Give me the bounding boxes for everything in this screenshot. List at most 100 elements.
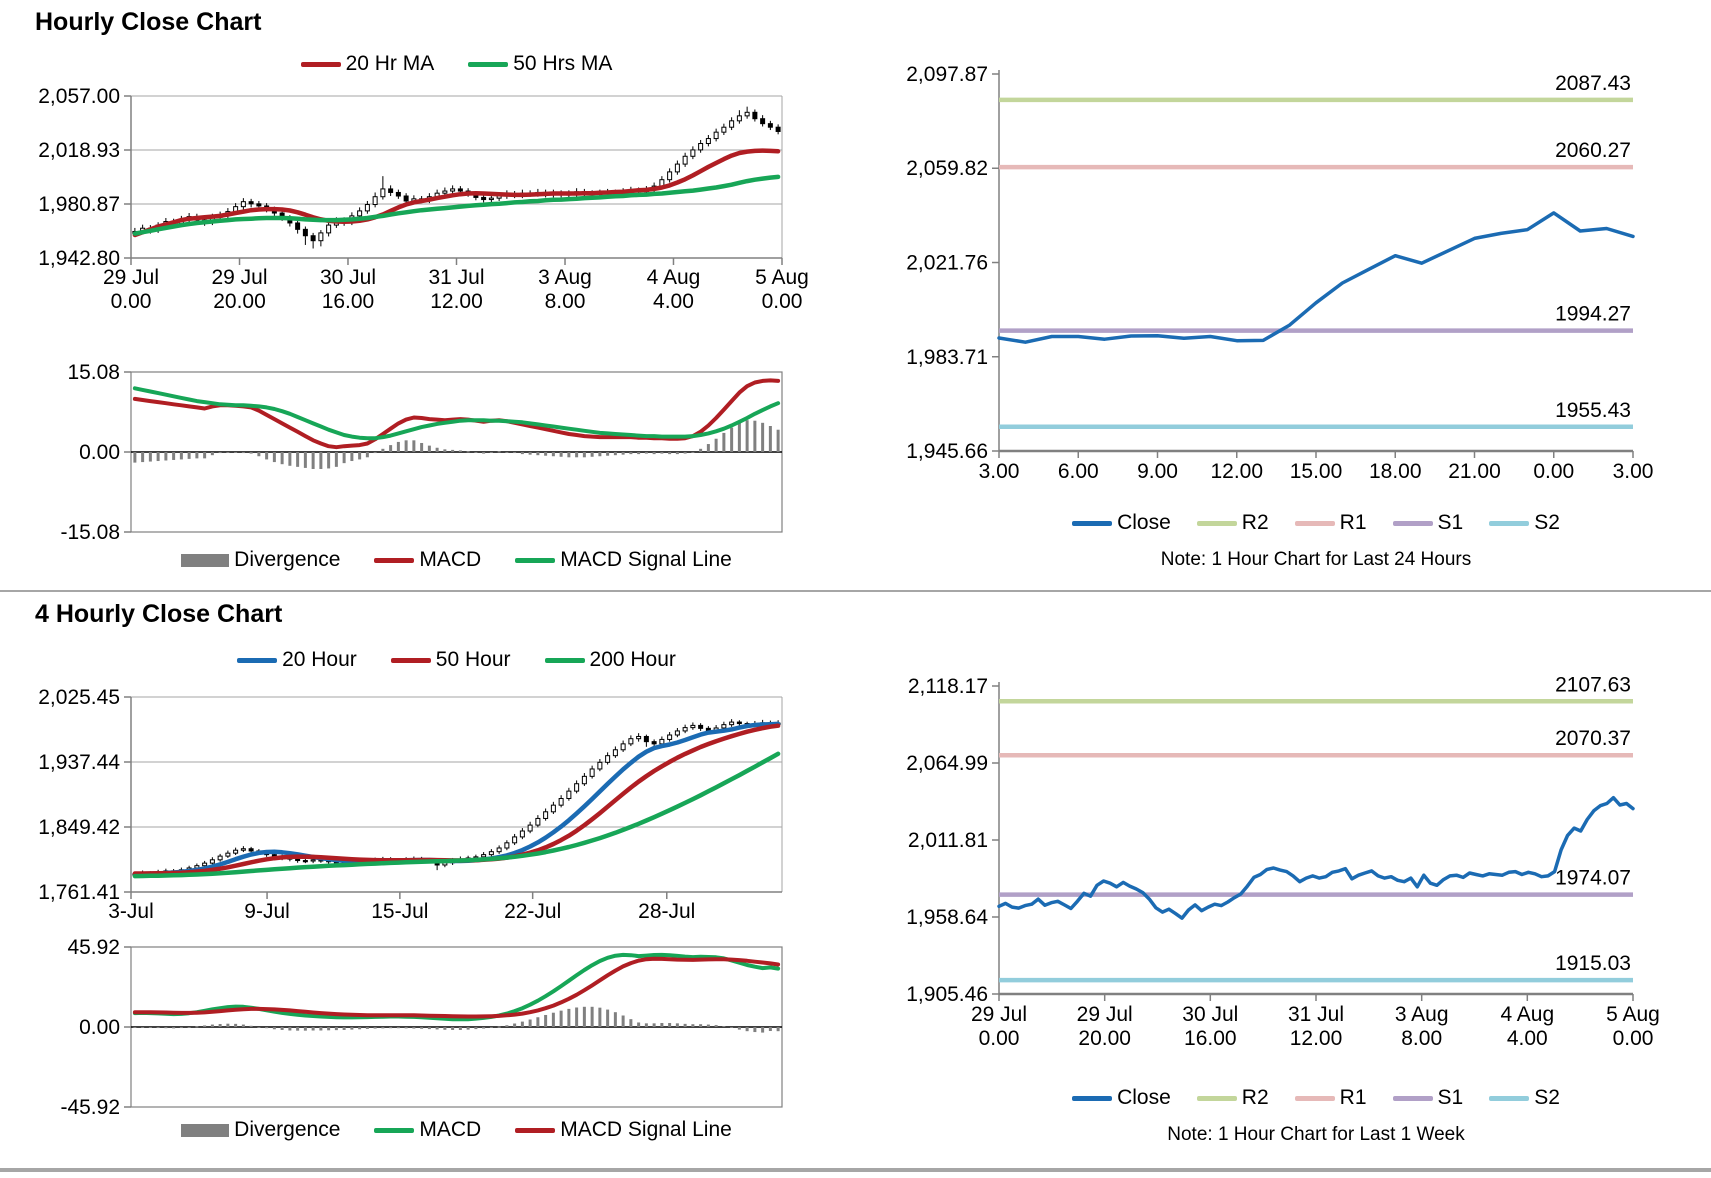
candle-body [248, 848, 254, 852]
divergence-bar [753, 420, 757, 452]
candle-body [202, 862, 208, 867]
divergence-bar [210, 1024, 214, 1027]
y-tick-label: 1,945.66 [906, 440, 988, 463]
candle-body [643, 735, 649, 743]
candle-body [380, 188, 386, 198]
divergence-bar [458, 1027, 462, 1030]
candle-body [364, 204, 370, 212]
x-tick-label: 29 Jul [1077, 1003, 1133, 1026]
200-hour-line [132, 751, 781, 879]
candle-body [535, 817, 541, 826]
legend-label: S1 [1437, 1086, 1464, 1109]
y-tick-label: 2,118.17 [908, 675, 988, 698]
y-tick-label: 1,849.42 [38, 816, 120, 839]
divergence-bar [350, 452, 354, 462]
divergence-bar [497, 1026, 501, 1028]
legend-item: S1 [1392, 1086, 1464, 1110]
divergence-bar [187, 452, 191, 459]
x-tick-label: 9.00 [1137, 460, 1178, 483]
bar-swatch-icon [181, 1123, 230, 1137]
pivot-label-r1: 2060.27 [1555, 139, 1631, 162]
divergence-bar [288, 1027, 292, 1031]
divergence-bar [148, 1027, 152, 1028]
divergence-bar [458, 450, 462, 452]
candle-body [690, 724, 696, 729]
candle-body [481, 196, 487, 201]
line-swatch-icon [515, 1127, 556, 1133]
line-swatch-icon [544, 657, 585, 663]
legend-label: Divergence [234, 1118, 341, 1141]
candle-body [442, 190, 448, 194]
divergence-bar [691, 452, 695, 453]
hourly-macd-legend: Divergence MACD MACD Signal Line [131, 548, 782, 572]
divergence-bar [389, 1027, 393, 1029]
divergence-bar [373, 452, 377, 454]
legend-label: MACD [419, 548, 482, 571]
divergence-bar [567, 1008, 571, 1027]
candle-body [543, 811, 549, 819]
y-tick-label: 2,021.76 [906, 252, 988, 275]
divergence-bar [745, 1027, 749, 1032]
divergence-bar [288, 452, 292, 466]
divergence-bar [164, 1027, 168, 1029]
divergence-bar [668, 1022, 672, 1027]
x-tick-label: 3.00 [1613, 460, 1654, 483]
divergence-bar [768, 426, 772, 452]
line-swatch-icon [237, 657, 278, 663]
legend-item: R2 [1196, 1086, 1269, 1110]
divergence-bar [706, 444, 710, 452]
legend-item: R1 [1294, 1086, 1367, 1110]
y-tick-label: 0.00 [79, 441, 120, 464]
divergence-bar [451, 449, 455, 452]
divergence-bar [513, 452, 517, 454]
y-tick-label: 2,057.00 [38, 85, 120, 108]
candle-body [651, 741, 657, 745]
candle-body [752, 111, 758, 120]
divergence-bar [412, 1027, 416, 1029]
divergence-bar [660, 1022, 664, 1027]
divergence-bar [319, 452, 323, 469]
legend-item: 50 Hrs MA [468, 52, 612, 76]
candle-body [372, 196, 378, 206]
candle-body [667, 734, 673, 740]
x-tick-label: 8.00 [545, 290, 586, 313]
divergence-bar [637, 452, 641, 455]
divergence-bar [272, 452, 276, 463]
candle-body [295, 222, 301, 230]
candle-body [682, 727, 688, 732]
divergence-bar [474, 1027, 478, 1030]
divergence-bar [776, 429, 780, 452]
candle-body [388, 188, 394, 193]
divergence-bar [544, 1014, 548, 1027]
y-tick-label: 2,025.45 [38, 686, 120, 709]
legend-label: MACD Signal Line [560, 1118, 732, 1141]
y-tick-label: 1,980.87 [38, 193, 120, 216]
x-tick-label: 18.00 [1369, 460, 1422, 483]
legend-item: S1 [1392, 511, 1463, 535]
divergence-bar [381, 448, 385, 452]
divergence-bar [141, 452, 145, 463]
line-swatch-icon [1489, 1095, 1530, 1101]
divergence-bar [234, 1023, 238, 1027]
divergence-bar [451, 1027, 455, 1030]
divergence-bar [722, 1026, 726, 1027]
x-tick-label: 15-Jul [371, 900, 428, 923]
candle-body [636, 735, 642, 740]
divergence-bar [551, 452, 555, 457]
divergence-bar [148, 452, 152, 462]
candle-body [674, 163, 680, 173]
divergence-bar [358, 1027, 362, 1030]
divergence-bar [575, 1007, 579, 1027]
legend-item: Close [1072, 1086, 1171, 1110]
four-hourly-pivot-note: Note: 1 Hour Chart for Last 1 Week [1167, 1124, 1465, 1145]
divergence-bar [257, 452, 261, 457]
x-tick-label: 21.00 [1448, 460, 1501, 483]
y-tick-label: 2,064.99 [906, 752, 988, 775]
hourly-price-legend: 20 Hr MA 50 Hrs MA [131, 52, 782, 76]
x-tick-label: 3 Aug [538, 266, 592, 289]
y-tick-label: 2,011.81 [908, 829, 988, 852]
y-tick-label: 15.08 [67, 361, 120, 384]
divergence-bar [365, 452, 369, 458]
pivot-label-s1: 1994.27 [1555, 303, 1631, 326]
divergence-bar [203, 1025, 207, 1027]
